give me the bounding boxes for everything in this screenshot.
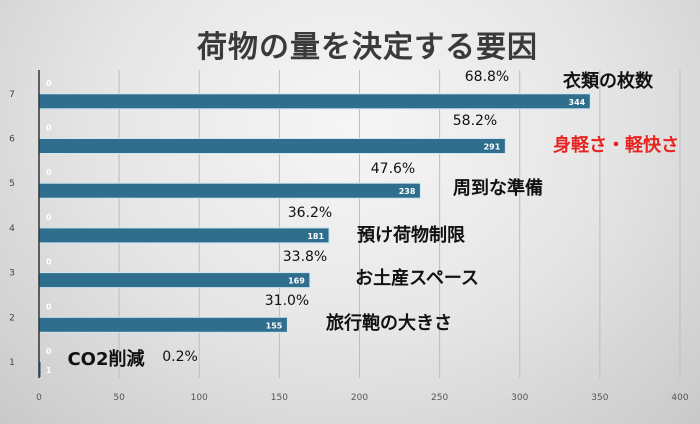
percent-label: 31.0% [264, 293, 310, 309]
percent-label: 33.8% [282, 249, 328, 265]
bar-value-label: 169 [288, 277, 305, 286]
bar-value-label: 155 [266, 321, 283, 330]
y-tick-label: 6 [9, 135, 15, 145]
category-name-label: 旅行鞄の大きさ [326, 313, 452, 334]
chart-title: 荷物の量を決定する要因 [197, 30, 538, 65]
bar [38, 182, 421, 199]
bar [38, 316, 288, 333]
bar [38, 93, 591, 110]
secondary-value-label: 0 [46, 347, 52, 356]
bar-value-label: 291 [484, 143, 501, 152]
y-tick-label: 5 [9, 179, 15, 189]
bar [38, 138, 506, 154]
category-name-label: 預け荷物制限 [357, 225, 465, 246]
category-name-label: 身軽さ・軽快さ [553, 135, 679, 156]
x-tick-label: 200 [351, 393, 368, 403]
secondary-value-label: 0 [46, 258, 52, 267]
x-tick-label: 300 [511, 393, 528, 403]
x-tick-label: 50 [113, 393, 125, 403]
y-tick-label: 3 [9, 269, 15, 279]
category-name-label: CO2削減 [67, 349, 145, 370]
percent-label: 58.2% [452, 113, 498, 129]
x-tick-label: 100 [191, 393, 208, 403]
y-tick-label: 4 [9, 224, 15, 234]
y-tick-label: 1 [9, 358, 15, 368]
percent-label: 0.2% [162, 349, 198, 365]
category-name-label: 周到な準備 [453, 178, 543, 199]
percent-label: 68.8% [464, 69, 510, 85]
category-name-label: お土産スペース [355, 268, 479, 289]
secondary-value-label: 0 [46, 168, 52, 177]
bar [38, 272, 311, 289]
secondary-value-label: 0 [46, 213, 52, 222]
x-tick-label: 0 [36, 393, 42, 403]
bar-value-label: 1 [46, 366, 52, 375]
y-tick-label: 2 [9, 313, 15, 323]
category-name-label: 衣類の枚数 [563, 71, 653, 92]
bar-value-label: 181 [307, 232, 324, 241]
secondary-value-label: 0 [46, 79, 52, 88]
bar [38, 227, 330, 244]
y-tick-label: 7 [9, 90, 15, 100]
percent-label: 47.6% [370, 161, 416, 177]
x-tick-label: 400 [671, 393, 688, 403]
bar [39, 362, 41, 377]
bar-value-label: 238 [399, 187, 416, 196]
x-tick-label: 250 [431, 393, 448, 403]
secondary-value-label: 0 [46, 302, 52, 311]
bar-value-label: 344 [569, 98, 586, 107]
x-tick-label: 350 [591, 393, 608, 403]
secondary-value-label: 0 [46, 124, 52, 133]
x-tick-label: 150 [271, 393, 288, 403]
percent-label: 36.2% [287, 205, 333, 221]
